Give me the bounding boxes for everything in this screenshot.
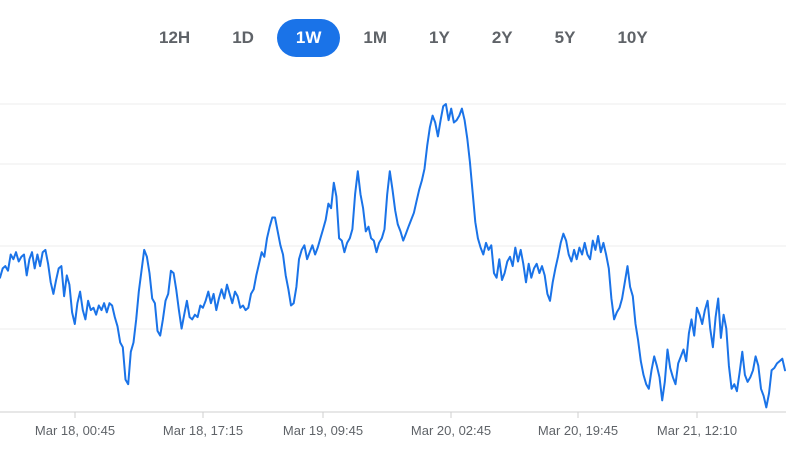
tab-2y[interactable]: 2Y [491, 28, 513, 47]
x-tick-label: Mar 18, 17:15 [163, 423, 243, 438]
x-tick-label: Mar 20, 19:45 [538, 423, 618, 438]
tab-1w[interactable]: 1W [276, 19, 341, 57]
x-tick-label: Mar 19, 09:45 [283, 423, 363, 438]
x-tick-label: Mar 18, 00:45 [35, 423, 115, 438]
tab-12h[interactable]: 12H [159, 28, 191, 47]
price-series-line [0, 103, 786, 409]
x-axis-ticks: Mar 18, 00:45 Mar 18, 17:15 Mar 19, 09:45 M… [35, 412, 737, 438]
time-range-tabs: 12H 1D 1W 1M 1Y 2Y 5Y 10Y [140, 19, 671, 57]
grid-lines [0, 103, 786, 330]
tab-10y[interactable]: 10Y [617, 28, 648, 47]
tab-1d[interactable]: 1D [232, 28, 254, 47]
tab-1m[interactable]: 1M [363, 28, 388, 47]
tab-5y[interactable]: 5Y [554, 28, 576, 47]
x-tick-label: Mar 21, 12:10 [657, 423, 737, 438]
x-tick-label: Mar 20, 02:45 [411, 423, 491, 438]
tab-1y[interactable]: 1Y [429, 28, 450, 47]
